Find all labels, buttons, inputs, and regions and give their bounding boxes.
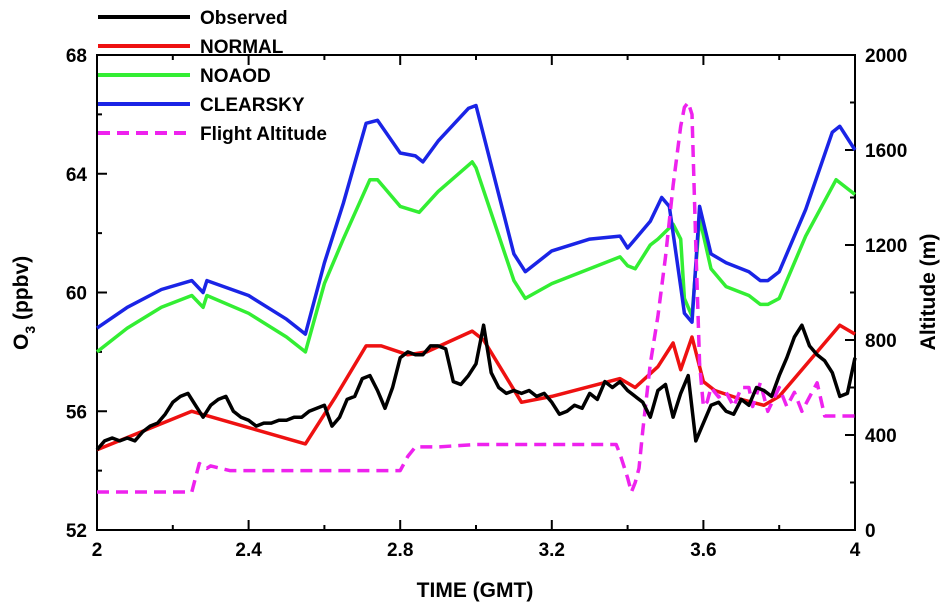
x-axis-label: TIME (GMT) <box>417 579 534 602</box>
y-axis-label-rest: (ppbv) <box>10 256 33 326</box>
series-line-normal <box>96 323 856 452</box>
legend-label-normal: NORMAL <box>200 37 284 58</box>
legend-label-observed: Observed <box>200 8 288 29</box>
x-tick-label: 4 <box>850 540 861 561</box>
legend: Observed NORMAL NOAOD CLEARSKY Flight Altitu… <box>98 8 327 145</box>
y-tick-label: 60 <box>66 284 87 305</box>
legend-label-noaod: NOAOD <box>200 66 271 87</box>
y2-axis-label: Altitude (m) <box>917 234 940 351</box>
y2-tick-label: 1200 <box>865 236 907 257</box>
y2-tick-label: 400 <box>865 426 897 447</box>
x-tick-label: 3.6 <box>690 540 716 561</box>
series-layer <box>95 100 857 494</box>
y-tick-label: 52 <box>66 521 87 542</box>
x-tick-label: 2.4 <box>235 540 262 561</box>
y-tick-label: 56 <box>66 402 87 423</box>
y-axis-label-sub: 3 <box>22 326 38 334</box>
x-tick-label: 2 <box>92 540 103 561</box>
x-axis: 2 2.4 2.8 3.2 3.6 4 <box>92 55 861 561</box>
series-line-observed <box>95 323 857 451</box>
legend-label-clearsky: CLEARSKY <box>200 95 305 116</box>
legend-label-flight-altitude: Flight Altitude <box>200 124 327 145</box>
y2-tick-label: 800 <box>865 331 897 352</box>
y-axis-left: 52 56 60 64 68 <box>66 46 107 542</box>
x-tick-label: 2.8 <box>387 540 413 561</box>
y2-tick-label: 2000 <box>865 46 907 67</box>
y-axis-label: O3 (ppbv) <box>10 256 38 350</box>
series-line-clearsky <box>96 103 857 336</box>
y-tick-label: 64 <box>66 165 88 186</box>
y2-tick-label: 0 <box>865 521 876 542</box>
series-line-noaod <box>95 160 857 354</box>
y-axis-right: 0 400 800 1200 1600 2000 <box>845 46 907 542</box>
y2-tick-label: 1600 <box>865 141 907 162</box>
x-tick-label: 3.2 <box>539 540 565 561</box>
y-axis-label-main: O <box>10 334 33 350</box>
series-line-flight-altitude <box>97 100 855 494</box>
y-tick-label: 68 <box>66 46 87 67</box>
